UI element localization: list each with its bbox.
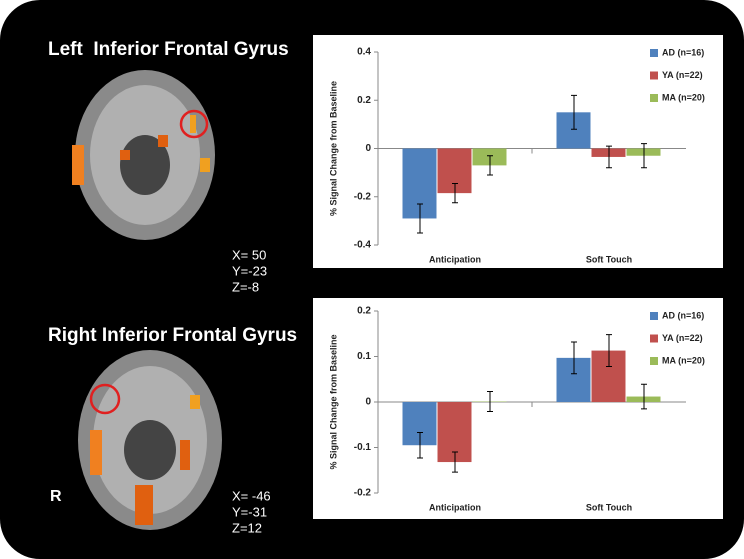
error-bar — [606, 145, 612, 169]
legend-swatch — [650, 357, 658, 365]
legend-swatch — [650, 49, 658, 57]
x-tick-label: Anticipation — [429, 502, 481, 512]
chart-panel — [313, 298, 723, 519]
legend-swatch — [650, 312, 658, 320]
y-axis-label: % Signal Change from Baseline — [328, 334, 338, 469]
legend-label: YA (n=22) — [662, 333, 703, 343]
brain-bottom — [78, 350, 222, 530]
panel-title: Right Inferior Frontal Gyrus — [48, 325, 297, 346]
y-axis-label: % Signal Change from Baseline — [328, 81, 338, 216]
y-tick-label: 0.2 — [357, 306, 371, 317]
y-tick-label: 0 — [365, 397, 371, 408]
coord: Z=-8 — [232, 279, 259, 294]
brain-top — [72, 70, 215, 240]
error-bar — [606, 334, 612, 368]
panel-title: Left Inferior Frontal Gyrus — [48, 39, 289, 60]
legend-label: AD (n=16) — [662, 47, 704, 57]
coord: X= 50 — [232, 247, 266, 262]
x-tick-label: Anticipation — [429, 254, 481, 264]
side-label: R — [50, 488, 62, 505]
legend-swatch — [650, 334, 658, 343]
error-bar — [452, 182, 458, 204]
x-tick-label: Soft Touch — [586, 502, 632, 512]
coord: X= -46 — [232, 488, 271, 503]
error-bar — [487, 155, 493, 176]
error-bar — [487, 391, 493, 413]
coord: Y=-31 — [232, 504, 267, 519]
error-bar — [417, 431, 423, 459]
y-tick-label: 0.4 — [357, 47, 371, 58]
legend-label: YA (n=22) — [662, 70, 703, 80]
y-tick-label: -0.1 — [354, 442, 372, 453]
legend-swatch — [650, 71, 658, 80]
error-bar — [571, 341, 577, 375]
x-tick-label: Soft Touch — [586, 254, 632, 264]
y-tick-label: 0 — [365, 143, 371, 154]
legend-swatch — [650, 94, 658, 102]
error-bar — [417, 203, 423, 234]
legend-label: MA (n=20) — [662, 92, 705, 102]
y-tick-label: -0.4 — [354, 240, 372, 251]
y-tick-label: 0.1 — [357, 351, 371, 362]
error-bar — [641, 383, 647, 410]
y-tick-label: -0.2 — [354, 191, 372, 202]
coord: Z=12 — [232, 520, 262, 535]
y-tick-label: 0.2 — [357, 95, 371, 106]
coord: Y=-23 — [232, 263, 267, 278]
error-bar — [641, 143, 647, 169]
error-bar — [571, 94, 577, 130]
legend-label: MA (n=20) — [662, 355, 705, 365]
y-tick-label: -0.2 — [354, 488, 372, 499]
error-bar — [452, 451, 458, 473]
legend-label: AD (n=16) — [662, 310, 704, 320]
